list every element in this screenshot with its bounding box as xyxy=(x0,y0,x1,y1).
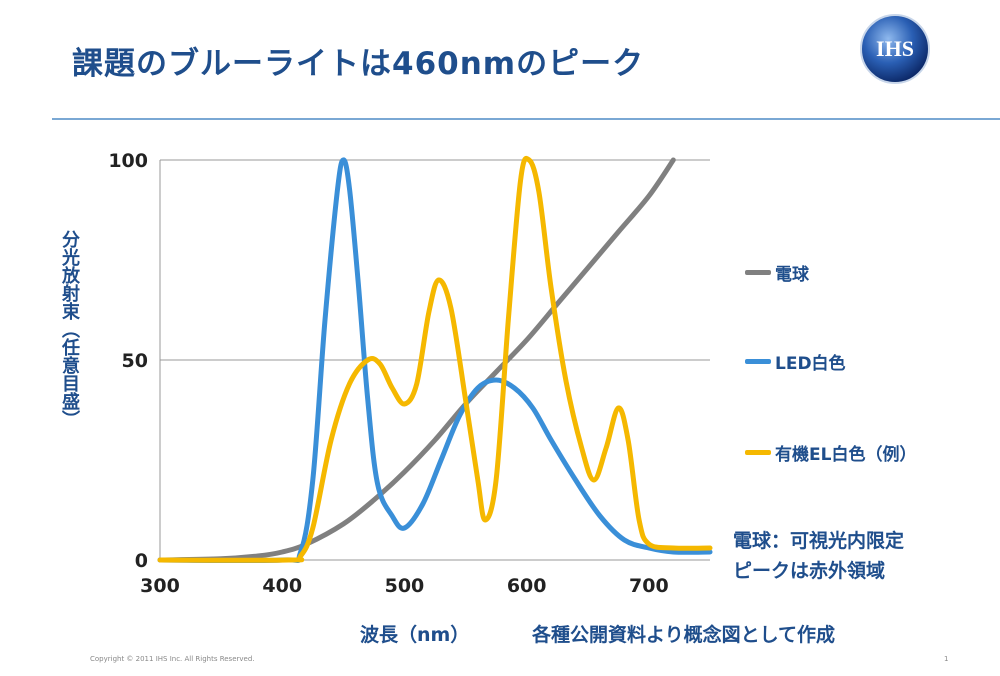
y-tick-label-2: 100 xyxy=(108,150,148,172)
legend-label-led: LED白色 xyxy=(775,354,846,374)
source-note: 各種公開資料より概念図として作成 xyxy=(532,624,836,646)
legend-label-oled: 有機EL白色（例） xyxy=(775,445,917,465)
series-line-led xyxy=(157,157,713,564)
y-axis-label: 分光放射束（任意目盛） xyxy=(59,230,80,428)
annotation-line-2: ピークは赤外領域 xyxy=(733,560,886,582)
x-tick-label-2: 500 xyxy=(385,575,425,597)
logo-text: IHS xyxy=(876,36,914,61)
x-tick-label-0: 300 xyxy=(140,575,180,597)
legend-swatch-led xyxy=(745,359,771,364)
title-divider xyxy=(52,118,1000,120)
y-tick-label-0: 0 xyxy=(135,550,148,572)
chart-annotation: 電球：可視光内限定 ピークは赤外領域 xyxy=(733,526,904,586)
legend-label-bulb: 電球 xyxy=(775,265,809,285)
ihs-logo: IHS xyxy=(860,14,930,84)
page-number: 1 xyxy=(944,655,949,663)
series-line-bulb xyxy=(157,157,676,563)
legend-swatch-oled xyxy=(745,450,771,455)
copyright-text: Copyright © 2011 IHS Inc. All Rights Res… xyxy=(90,655,255,663)
page-title: 課題のブルーライトは460nmのピーク xyxy=(72,46,645,82)
y-tick-label-1: 50 xyxy=(122,350,148,372)
legend-item-oled: 有機EL白色（例） xyxy=(745,440,916,465)
annotation-line-1: 電球：可視光内限定 xyxy=(733,530,905,552)
legend-item-led: LED白色 xyxy=(745,349,846,374)
legend-item-bulb: 電球 xyxy=(745,260,809,285)
x-tick-label-4: 700 xyxy=(629,575,669,597)
legend-swatch-bulb xyxy=(745,270,771,275)
x-tick-label-1: 400 xyxy=(262,575,302,597)
series-line-oled xyxy=(157,155,713,563)
x-tick-label-3: 600 xyxy=(507,575,547,597)
x-axis-label: 波長（nm） xyxy=(360,624,470,646)
